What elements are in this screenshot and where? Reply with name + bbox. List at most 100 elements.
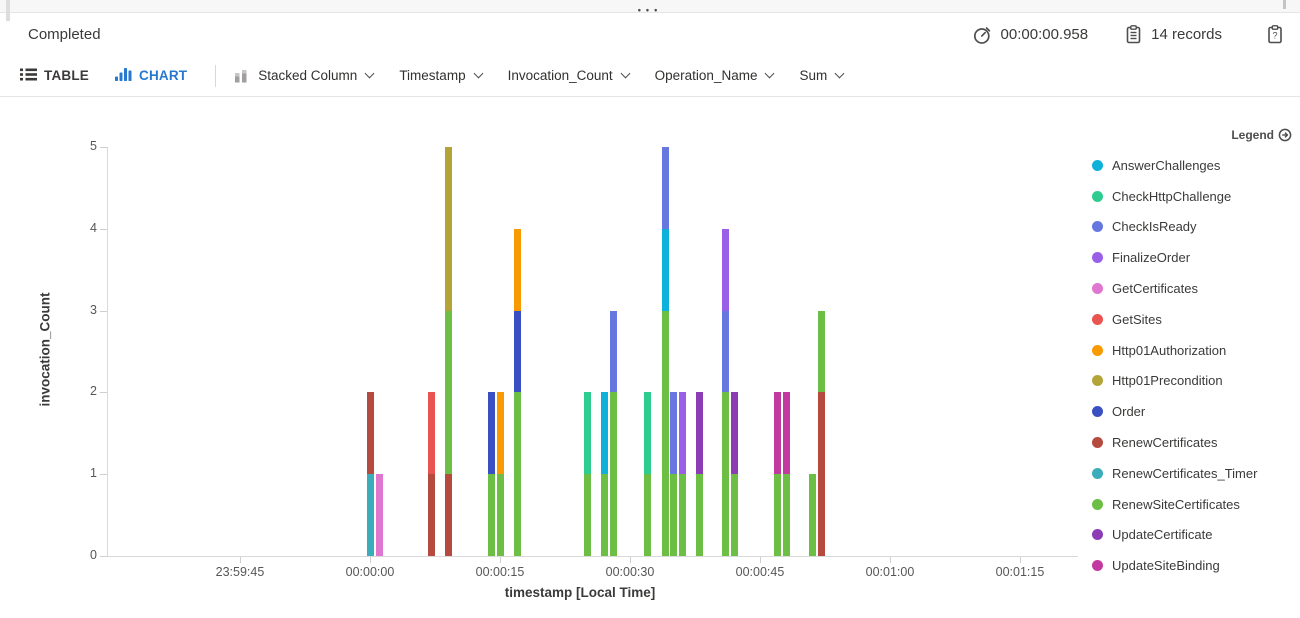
y-tick-mark (100, 228, 107, 230)
legend-color-dot (1092, 252, 1103, 264)
legend-color-dot (1092, 560, 1103, 572)
tab-table[interactable]: TABLE (20, 68, 89, 84)
bar-segment-RenewSiteCertificates (817, 310, 825, 393)
legend-item-list: AnswerChallenges CheckHttpChallenge CheckI… (1086, 150, 1300, 581)
aggregation-value: Sum (799, 68, 828, 83)
legend-item-label: GetCertificates (1112, 281, 1198, 297)
bar-segment-RenewSiteCertificates (497, 474, 504, 556)
bar-segment-FinalizeOrder (679, 392, 686, 475)
bar-segment-RenewCertificates (367, 392, 374, 475)
legend-color-dot (1092, 283, 1103, 295)
legend-item[interactable]: AnswerChallenges (1086, 150, 1300, 181)
x-tick-mark (370, 557, 371, 563)
legend-item[interactable]: GetCertificates (1086, 273, 1300, 304)
chart-type-dropdown[interactable]: Stacked Column (234, 68, 375, 83)
legend-item-label: RenewSiteCertificates (1112, 496, 1240, 512)
y-tick-mark (100, 147, 107, 148)
drag-handle-icon[interactable]: ••• (637, 5, 663, 15)
legend-color-dot (1092, 221, 1103, 233)
x-axis-title: timestamp [Local Time] (504, 585, 656, 600)
y-tick-label: 4 (90, 220, 97, 235)
legend-item[interactable]: GetSites (1086, 304, 1300, 335)
legend-item-label: GetSites (1112, 311, 1162, 327)
bar-segment-RenewSiteCertificates (488, 474, 496, 556)
scrollbar-fragment-left (6, 0, 10, 21)
legend: Legend AnswerChallenges CheckHttpChalleng… (1086, 128, 1300, 581)
y-tick-label: 5 (90, 139, 97, 153)
x-tick-mark (1020, 557, 1021, 563)
bar-segment-UpdateSiteBinding (783, 392, 790, 475)
tab-chart[interactable]: CHART (115, 67, 187, 84)
legend-toggle[interactable]: Legend (1086, 128, 1300, 142)
bar-segment-AnswerChallenges (661, 228, 669, 311)
legend-item[interactable]: RenewCertificates (1086, 427, 1300, 458)
tab-chart-label: CHART (139, 68, 188, 83)
legend-color-dot (1092, 344, 1103, 356)
chevron-down-icon (620, 68, 631, 79)
status-bar: Completed 00:00:00.958 14 records ? (0, 13, 1300, 55)
legend-item[interactable]: UpdateCertificate (1086, 520, 1300, 551)
x-tick-label: 00:01:00 (865, 565, 915, 579)
x-tick-mark (240, 557, 241, 563)
legend-title: Legend (1231, 128, 1274, 142)
toolbar-divider (215, 64, 217, 87)
bar-segment-RenewSiteCertificates (696, 474, 704, 556)
legend-color-dot (1092, 190, 1103, 202)
chart-type-value: Stacked Column (258, 68, 358, 83)
legend-item[interactable]: RenewSiteCertificates (1086, 489, 1300, 520)
bar-segment-FinalizeOrder (722, 228, 730, 311)
scrollbar-fragment-right (1283, 0, 1286, 9)
bar-segment-CheckIsReady (661, 147, 669, 229)
bar-segment-RenewSiteCertificates (644, 474, 652, 556)
splitter-bar[interactable]: ••• (0, 0, 1300, 15)
split-by-value: Operation_Name (654, 68, 758, 83)
legend-item[interactable]: CheckHttpChallenge (1086, 181, 1300, 212)
x-tick-mark (500, 557, 501, 563)
legend-item-label: CheckIsReady (1112, 219, 1197, 235)
bar-segment-RenewSiteCertificates (661, 310, 669, 556)
legend-item[interactable]: FinalizeOrder (1086, 242, 1300, 273)
x-tick-label: 00:01:15 (995, 565, 1045, 579)
legend-item-label: FinalizeOrder (1112, 250, 1191, 266)
bar-segment-RenewSiteCertificates (583, 474, 591, 556)
legend-item-label: Http01Precondition (1112, 373, 1223, 389)
legend-item[interactable]: CheckIsReady (1086, 212, 1300, 243)
bar-segment-Order (488, 392, 496, 475)
record-count: 14 records (1151, 25, 1222, 43)
legend-item[interactable]: RenewCertificates_Timer (1086, 458, 1300, 489)
legend-item[interactable]: Http01Precondition (1086, 366, 1300, 397)
bar-segment-RenewSiteCertificates (783, 474, 790, 556)
chevron-down-icon (364, 68, 375, 79)
legend-item[interactable]: UpdateSiteBinding (1086, 550, 1300, 581)
split-by-dropdown[interactable]: Operation_Name (654, 68, 775, 83)
bar-segment-GetCertificates (375, 474, 383, 556)
table-list-icon (20, 68, 37, 84)
legend-item-label: Order (1112, 404, 1146, 420)
aggregation-dropdown[interactable]: Sum (799, 68, 845, 83)
y-tick-label: 3 (90, 302, 97, 317)
y-tick-mark (100, 392, 107, 394)
bar-segment-Http01Authorization (514, 228, 522, 311)
y-tick-mark (100, 310, 107, 312)
bar-segment-CheckIsReady (722, 310, 730, 393)
x-tick-label: 00:00:00 (345, 565, 395, 579)
x-tick-label: 00:00:15 (475, 565, 525, 579)
x-axis-dropdown[interactable]: Timestamp (399, 68, 484, 83)
bar-segment-RenewSiteCertificates (722, 392, 730, 556)
legend-item-label: AnswerChallenges (1112, 157, 1221, 173)
bar-segment-Http01Precondition (445, 147, 452, 311)
y-axis-title: invocation_Count (37, 292, 53, 407)
y-axis-dropdown[interactable]: Invocation_Count (508, 68, 631, 83)
bar-segment-CheckHttpChallenge (644, 392, 652, 475)
legend-item[interactable]: Order (1086, 396, 1300, 427)
chevron-down-icon (765, 68, 775, 79)
help-icon[interactable]: ? (1266, 24, 1284, 45)
chevron-down-icon (473, 68, 484, 79)
query-status-text: Completed (28, 25, 101, 43)
legend-item-label: UpdateCertificate (1112, 527, 1213, 543)
chart-toolbar: TABLE CHART Stacked Column Timestamp Inv… (0, 55, 1300, 97)
legend-item[interactable]: Http01Authorization (1086, 335, 1300, 366)
bar-segment-RenewSiteCertificates (609, 392, 617, 556)
y-tick-label: 0 (90, 548, 97, 562)
